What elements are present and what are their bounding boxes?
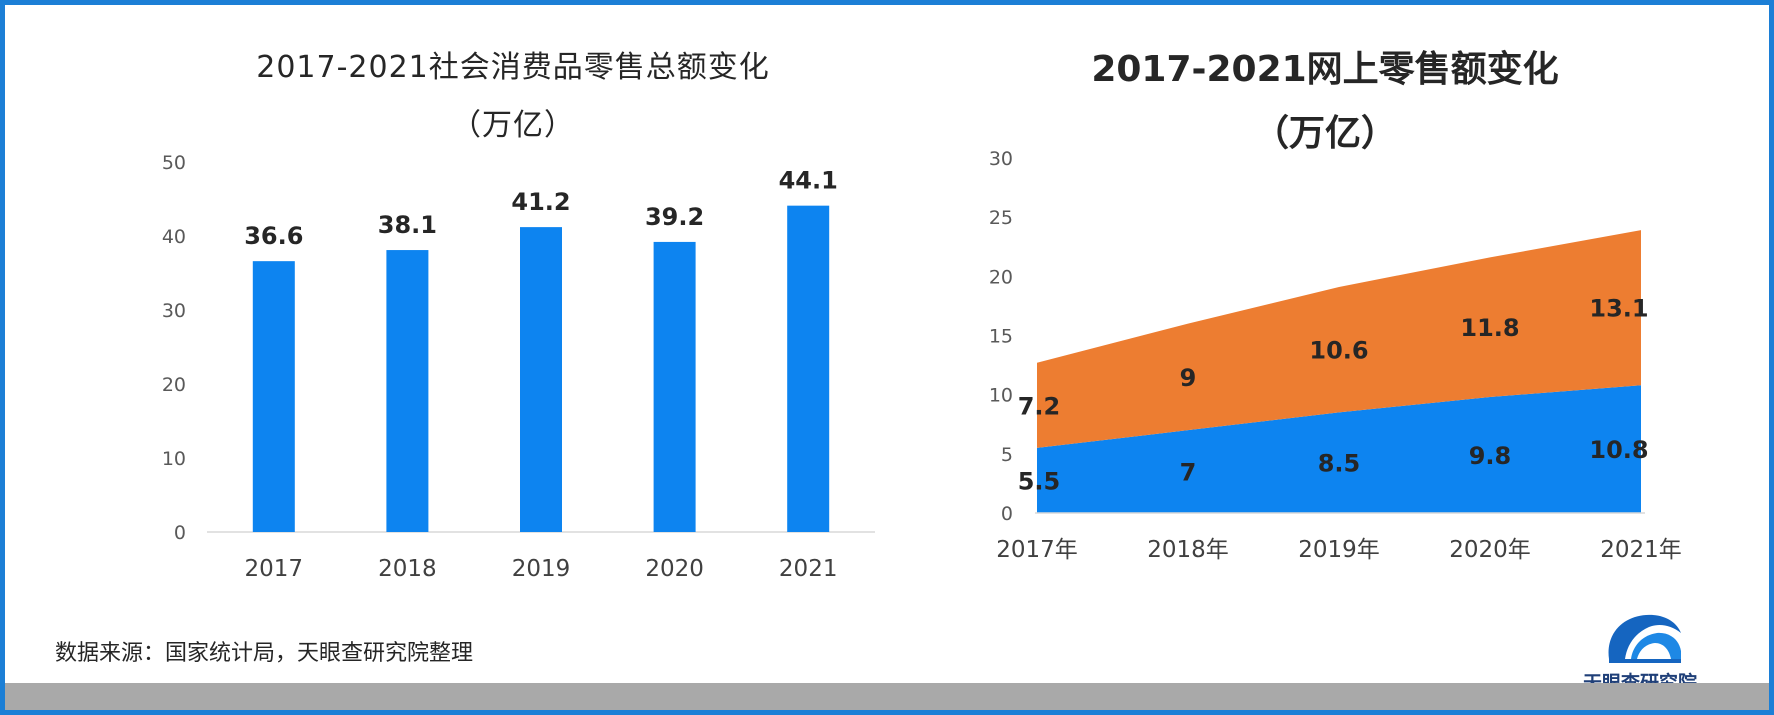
retail-sales-bar-chart: 2017-2021社会消费品零售总额变化 （万亿） 0 10 20 30 40 50 36…	[162, 50, 875, 582]
chart2-data-label: 10.8	[1589, 436, 1648, 464]
chart1-ytick-label: 30	[162, 300, 186, 322]
chart2-xtick-label: 2017年	[996, 537, 1078, 563]
bottom-bar	[5, 683, 1769, 710]
chart2-data-label: 7.2	[1018, 392, 1061, 420]
chart1-bar	[252, 261, 295, 532]
chart2-subtitle: （万亿）	[1253, 113, 1397, 154]
chart1-subtitle: （万亿）	[451, 108, 575, 143]
chart2-xtick-label: 2019年	[1298, 537, 1380, 563]
chart1-ytick-label: 0	[174, 522, 186, 544]
chart2-data-label: 9.8	[1469, 442, 1512, 470]
chart1-title: 2017-2021社会消费品零售总额变化	[256, 50, 770, 85]
chart2-ytick-label: 30	[989, 148, 1013, 170]
chart1-data-label: 44.1	[779, 167, 838, 195]
chart1-xtick-label: 2021	[779, 556, 838, 582]
chart2-ytick-label: 15	[989, 326, 1013, 348]
chart2-data-label: 7	[1180, 459, 1197, 487]
chart1-xtick-label: 2017	[245, 556, 304, 582]
chart1-bar	[787, 205, 830, 532]
chart1-ytick-label: 20	[162, 374, 186, 396]
chart2-data-label: 9	[1180, 364, 1197, 392]
chart2-ytick-label: 0	[1001, 503, 1013, 525]
chart2-xtick-label: 2020年	[1449, 537, 1531, 563]
chart1-data-label: 38.1	[378, 211, 437, 239]
chart1-ytick-label: 10	[162, 448, 186, 470]
chart2-data-label: 5.5	[1018, 467, 1061, 495]
chart1-bar	[520, 227, 562, 532]
chart2-data-label: 13.1	[1589, 295, 1648, 323]
chart1-data-label: 36.6	[244, 222, 303, 250]
tianyancha-logo: 天眼查研究院	[1575, 603, 1705, 695]
chart2-ytick-label: 10	[989, 385, 1013, 407]
chart1-bar	[653, 241, 696, 533]
chart2-title: 2017-2021网上零售额变化	[1091, 48, 1558, 90]
chart1-ytick-label: 50	[162, 152, 186, 174]
online-retail-area-chart: 2017-2021网上零售额变化 （万亿） 0 5 10 15 20 25 30 5.5 7 8…	[989, 48, 1682, 563]
chart1-ytick-label: 40	[162, 226, 186, 248]
chart1-bar	[386, 250, 429, 532]
chart2-xtick-label: 2018年	[1147, 537, 1229, 563]
chart1-xtick-label: 2020	[645, 556, 704, 582]
tianyancha-logo-icon	[1608, 614, 1681, 663]
chart1-xtick-label: 2019	[512, 556, 571, 582]
chart1-xtick-label: 2018	[378, 556, 437, 582]
chart2-area-upper	[1037, 230, 1641, 448]
chart2-ytick-label: 5	[1001, 444, 1013, 466]
chart1-data-label: 39.2	[645, 203, 704, 231]
chart1-data-label: 41.2	[511, 188, 570, 216]
chart2-data-label: 8.5	[1318, 450, 1361, 478]
chart2-data-label: 11.8	[1460, 314, 1519, 342]
chart2-data-label: 10.6	[1309, 337, 1368, 365]
chart2-xtick-label: 2021年	[1600, 537, 1682, 563]
data-source-note: 数据来源：国家统计局，天眼查研究院整理	[55, 641, 474, 666]
chart2-ytick-label: 20	[989, 266, 1013, 288]
chart2-ytick-label: 25	[989, 207, 1013, 229]
chart2-area-lower	[1037, 385, 1641, 513]
